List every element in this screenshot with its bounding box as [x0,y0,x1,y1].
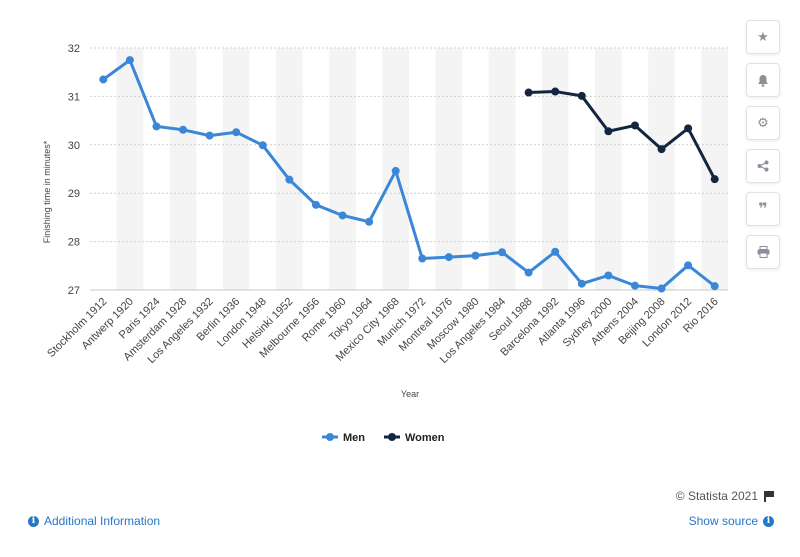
y-tick-label: 29 [68,188,80,200]
y-tick-label: 27 [68,285,80,297]
data-point-women[interactable] [551,87,560,96]
y-tick-label: 31 [68,91,80,103]
data-point-men[interactable] [577,279,586,288]
y-tick-label: 28 [68,237,80,249]
background-band [648,48,675,290]
data-point-men[interactable] [258,141,267,150]
share-button[interactable] [746,149,780,183]
settings-button[interactable]: ⚙ [746,106,780,140]
bell-icon [758,74,768,87]
background-band [701,48,728,290]
data-point-men[interactable] [604,271,613,280]
data-point-men[interactable] [205,131,214,140]
data-point-men[interactable] [99,75,108,84]
cite-button[interactable]: ❞ [746,192,780,226]
additional-information-link[interactable]: i Additional Information [28,514,160,528]
legend-label: Men [343,432,365,444]
y-axis-title: Finishing time in minutes* [42,140,52,243]
data-point-men[interactable] [657,284,666,293]
legend-marker [326,433,334,441]
data-point-men[interactable] [444,253,453,262]
data-point-women[interactable] [630,121,639,130]
data-point-men[interactable] [365,217,374,226]
show-source-link[interactable]: Show source i [689,514,774,528]
favorite-button[interactable]: ★ [746,20,780,54]
data-point-men[interactable] [338,211,347,220]
series-line-men [102,58,716,291]
star-icon: ★ [757,29,769,44]
data-point-women[interactable] [577,91,586,100]
legend-item-women[interactable]: Women [384,432,445,444]
y-axis-ticks: 27 28 29 30 31 32 [68,43,80,297]
data-point-women[interactable] [657,145,666,154]
data-point-men[interactable] [285,175,294,184]
quote-icon: ❞ [758,201,768,218]
data-point-women[interactable] [524,88,533,97]
data-point-men[interactable] [524,268,533,277]
background-band [435,48,463,290]
share-icon [757,160,769,172]
data-point-women[interactable] [684,124,693,133]
x-axis-title: Year [401,389,419,399]
data-point-men[interactable] [551,247,560,256]
data-point-men[interactable] [418,254,427,263]
data-point-men[interactable] [684,261,693,270]
gridlines [90,47,728,291]
data-point-men[interactable] [471,251,480,260]
series-lines [99,56,719,293]
sidebar-toolbar: ★ ⚙ ❞ [746,20,780,278]
info-icon: i [28,515,39,527]
background-band [329,48,356,290]
data-point-women[interactable] [604,127,613,136]
data-point-men[interactable] [710,282,719,291]
data-point-men[interactable] [232,128,241,137]
background-band [169,48,197,290]
data-point-men[interactable] [311,200,320,209]
print-button[interactable] [746,235,780,269]
y-tick-label: 30 [68,140,80,152]
legend: Men Women [322,432,445,444]
background-band [116,48,144,290]
legend-label: Women [405,432,445,444]
data-point-women[interactable] [710,175,719,184]
data-point-men[interactable] [498,248,507,257]
gear-icon: ⚙ [757,115,769,130]
data-point-men[interactable] [125,56,134,65]
print-icon [757,246,769,258]
flag-icon [764,490,774,502]
info-icon: i [763,515,774,527]
data-point-men[interactable] [630,281,639,290]
data-point-men[interactable] [152,122,161,131]
background-band [595,48,622,290]
credit-text: © Statista 2021 [675,489,758,503]
legend-item-men[interactable]: Men [322,432,365,444]
show-source-label: Show source [688,514,758,528]
data-point-men[interactable] [179,125,188,134]
legend-marker [388,433,396,441]
statista-credit[interactable]: © Statista 2021 [676,489,774,503]
notification-button[interactable] [746,63,780,97]
series-line-women [528,90,717,180]
background-band [222,48,250,290]
y-tick-label: 32 [68,43,80,55]
data-point-men[interactable] [391,166,400,175]
additional-information-label: Additional Information [44,514,161,528]
